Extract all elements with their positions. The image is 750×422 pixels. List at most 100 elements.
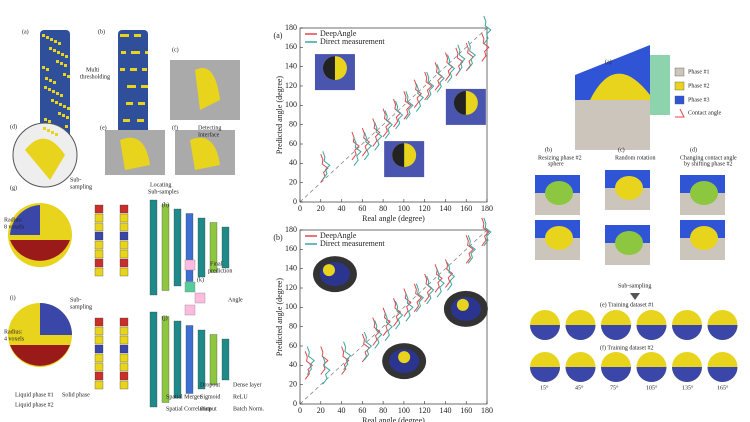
input-cell	[94, 344, 104, 354]
voxel-dot	[126, 34, 129, 37]
panel-text: (a)	[22, 28, 29, 35]
x-tick-label: 20	[317, 204, 325, 213]
voxel-sphere-base	[10, 240, 70, 261]
x-tick-label: 40	[338, 204, 346, 213]
histogram	[481, 33, 490, 62]
panel-text: sphere	[548, 161, 564, 167]
panel-text: Resizing phase #2	[538, 155, 582, 161]
training-sphere-part	[707, 325, 738, 341]
histogram	[322, 151, 331, 180]
voxel-dot	[127, 85, 130, 88]
histogram	[481, 217, 490, 247]
inset-sphere-shade	[322, 56, 335, 81]
input-cell	[94, 317, 104, 327]
voxel-dot	[128, 102, 131, 105]
panel-text: Random rotation	[615, 155, 656, 161]
histogram	[436, 64, 445, 93]
voxel-dot	[137, 119, 140, 122]
input-cell	[94, 222, 104, 232]
panel-text: (d)	[10, 123, 17, 130]
inset-sphere-shade	[392, 143, 405, 168]
voxel-dot	[131, 51, 134, 54]
panel-text: Solid phase	[62, 392, 90, 398]
legend-swatch	[674, 81, 685, 91]
voxel-dot	[48, 88, 51, 91]
layer-block	[161, 204, 170, 291]
voxel-dot	[141, 119, 144, 122]
panel-text: Phase #1	[688, 69, 710, 75]
voxel-dot	[49, 79, 52, 82]
spatial-block	[184, 304, 196, 316]
input-cell	[94, 267, 104, 277]
legend-label: Direct measurement	[320, 37, 385, 46]
panel-text: (a)	[605, 58, 612, 65]
panel-text: Sigmoid	[200, 394, 220, 400]
x-tick-label: 20	[317, 406, 325, 415]
voxel-dot	[123, 119, 126, 122]
histogram	[384, 110, 393, 139]
panel-text: (k)	[197, 276, 204, 283]
input-cell	[119, 344, 129, 354]
voxel-dot	[53, 49, 56, 52]
histogram	[363, 131, 373, 161]
training-sphere-part	[601, 367, 631, 382]
histogram	[403, 91, 412, 120]
voxel-dot	[54, 40, 57, 43]
voxel-dot	[134, 68, 137, 71]
panel-text: Multi	[86, 67, 100, 73]
x-tick-label: 40	[338, 406, 346, 415]
layer-block	[149, 199, 158, 296]
panel-text: Sub-	[70, 177, 81, 183]
voxel-dot	[66, 116, 69, 119]
voxel-dot	[137, 51, 140, 54]
panel-text: (d)	[690, 146, 697, 153]
voxel-dot	[51, 99, 54, 102]
input-cell	[94, 213, 104, 223]
voxel-dot	[63, 105, 66, 108]
reference-line	[299, 229, 488, 405]
panel-text: Dropout	[200, 382, 220, 388]
charts: 0 20 40 60 80 100 120 140 160 180 0 20 40 60 80 100 120 1…	[273, 15, 493, 422]
y-tick-label: 120	[285, 283, 297, 292]
x-tick-label: 140	[439, 204, 451, 213]
voxel-dot	[60, 94, 63, 97]
panel-text: ReLU	[233, 394, 248, 400]
panel-text: (h)	[162, 201, 169, 208]
panel-text: 165°	[717, 384, 729, 391]
voxel-dot	[46, 36, 49, 39]
x-tick-label: 60	[358, 406, 366, 415]
y-tick-label: 120	[285, 81, 297, 90]
x-axis-label: Real angle (degree)	[362, 214, 425, 223]
input-cell	[94, 326, 104, 336]
layer-block	[149, 311, 158, 408]
voxel-sphere-part	[10, 205, 40, 235]
voxel-dot	[60, 62, 63, 65]
legend-swatch	[674, 95, 685, 105]
y-tick-label: 20	[289, 177, 297, 186]
y-tick-label: 100	[285, 302, 297, 311]
small-cube-sphere	[545, 181, 573, 205]
x-tick-label: 120	[419, 204, 431, 213]
voxel-dot	[133, 51, 136, 54]
voxel-dot	[50, 38, 53, 41]
voxel-dot	[120, 34, 123, 37]
x-tick-label: 60	[358, 204, 366, 213]
voxel-dot	[122, 34, 125, 37]
voxel-dot	[48, 120, 51, 123]
panel-text: Liquid phase #1	[15, 392, 54, 398]
layer-block	[185, 213, 194, 282]
voxel-dot	[120, 68, 123, 71]
layer-block	[161, 316, 170, 403]
input-cell	[119, 258, 129, 268]
histogram	[304, 351, 313, 380]
small-cube-sphere	[690, 181, 718, 205]
histogram	[467, 40, 476, 70]
voxel-dot	[139, 119, 142, 122]
histogram	[483, 15, 492, 45]
histogram	[457, 44, 466, 74]
input-cell	[94, 249, 104, 259]
histogram	[306, 346, 315, 375]
histogram	[393, 297, 402, 327]
voxel-dot	[67, 107, 70, 110]
histogram	[467, 235, 476, 264]
